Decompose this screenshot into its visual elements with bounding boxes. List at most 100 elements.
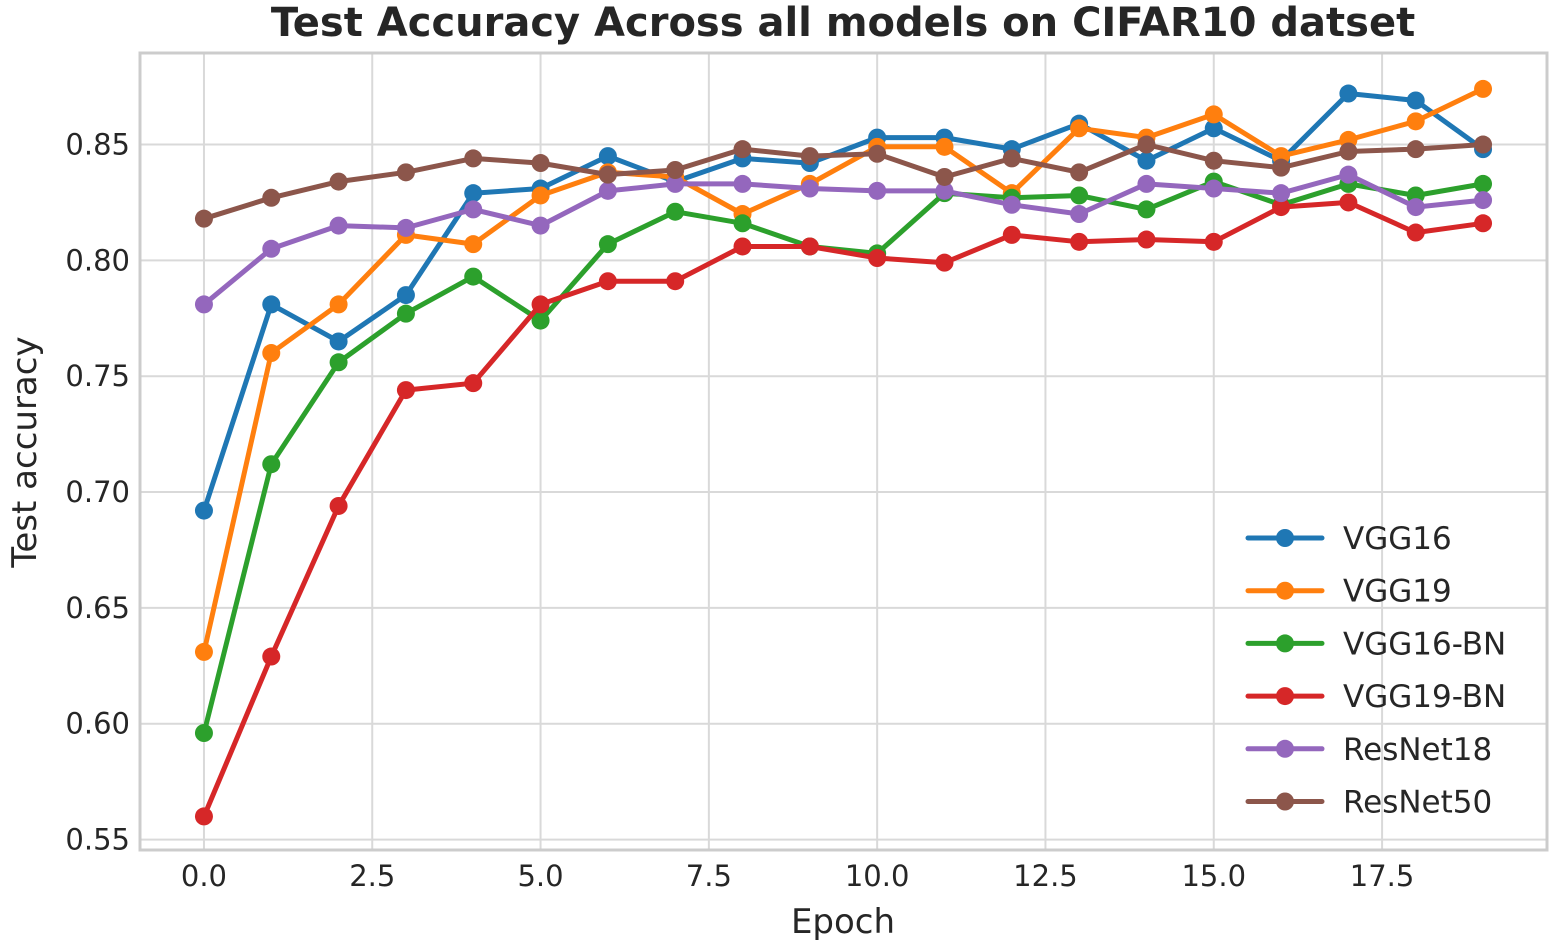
data-point-resnet18 — [329, 216, 348, 235]
data-point-resnet50 — [1272, 158, 1291, 177]
data-point-resnet18 — [935, 181, 954, 200]
data-point-vgg16-bn — [1474, 174, 1493, 193]
series-line-vgg16 — [201, 91, 1486, 514]
data-point-vgg16 — [262, 295, 281, 314]
series-vgg16-bn — [194, 172, 1493, 742]
data-point-vgg16-bn — [194, 723, 213, 742]
data-point-resnet18 — [1272, 184, 1291, 203]
data-point-resnet18 — [262, 239, 281, 258]
x-tick-label: 0.0 — [181, 859, 227, 893]
series-lines — [194, 79, 1493, 826]
x-tick-label: 7.5 — [686, 859, 732, 893]
series-line-vgg19-bn — [201, 199, 1486, 819]
data-point-vgg16 — [396, 286, 415, 305]
data-point-resnet18 — [1002, 195, 1021, 214]
legend-label: ResNet50 — [1343, 785, 1492, 821]
data-point-vgg19-bn — [194, 807, 213, 826]
data-point-vgg16-bn — [1070, 186, 1089, 205]
y-tick-label: 0.65 — [65, 591, 130, 625]
data-point-resnet50 — [598, 165, 617, 184]
data-point-resnet18 — [1406, 198, 1425, 217]
data-point-vgg16 — [598, 147, 617, 166]
data-point-vgg19 — [262, 344, 281, 363]
data-point-resnet18 — [733, 174, 752, 193]
legend-label: ResNet18 — [1343, 732, 1492, 768]
data-point-resnet18 — [531, 216, 550, 235]
legend-item-resnet18: ResNet18 — [1245, 732, 1492, 768]
data-point-vgg19-bn — [329, 496, 348, 515]
data-point-resnet50 — [666, 161, 685, 180]
data-point-vgg19-bn — [1137, 230, 1156, 249]
x-tick-label: 12.5 — [1013, 859, 1078, 893]
data-point-resnet50 — [733, 140, 752, 159]
series-vgg19 — [194, 79, 1493, 661]
legend-label: VGG19-BN — [1343, 679, 1506, 715]
data-point-resnet50 — [1204, 151, 1223, 170]
data-point-vgg16 — [329, 332, 348, 351]
y-tick-label: 0.85 — [65, 128, 130, 162]
series-line-resnet18 — [201, 172, 1486, 307]
legend-item-vgg16-bn: VGG16-BN — [1245, 626, 1506, 662]
legend-swatch-marker — [1276, 529, 1294, 547]
grid — [140, 53, 1547, 850]
data-point-resnet18 — [800, 179, 819, 198]
data-point-resnet50 — [1002, 149, 1021, 168]
data-point-vgg16-bn — [329, 353, 348, 372]
data-point-vgg19 — [1070, 119, 1089, 138]
chart-title: Test Accuracy Across all models on CIFAR… — [271, 0, 1415, 46]
y-tick-label: 0.80 — [65, 243, 130, 277]
legend-item-vgg16: VGG16 — [1245, 521, 1452, 557]
data-point-resnet50 — [935, 167, 954, 186]
x-tick-label: 15.0 — [1181, 859, 1246, 893]
series-resnet50 — [194, 135, 1493, 228]
data-point-resnet50 — [1070, 163, 1089, 182]
data-point-vgg16-bn — [262, 455, 281, 474]
data-point-vgg19-bn — [935, 253, 954, 272]
data-point-resnet18 — [396, 218, 415, 237]
data-point-vgg19-bn — [598, 272, 617, 291]
x-tick-label: 5.0 — [517, 859, 563, 893]
x-axis-ticks: 0.0 2.5 5.0 7.5 10.0 12.5 15.0 17.5 — [181, 859, 1414, 893]
data-point-resnet50 — [329, 172, 348, 191]
y-tick-label: 0.75 — [65, 359, 130, 393]
legend-item-resnet50: ResNet50 — [1245, 785, 1492, 821]
data-point-vgg16 — [1339, 84, 1358, 103]
data-point-vgg16-bn — [733, 214, 752, 233]
data-point-resnet50 — [396, 163, 415, 182]
data-point-vgg19-bn — [396, 381, 415, 400]
y-tick-label: 0.70 — [65, 475, 130, 509]
legend-swatch-marker — [1276, 792, 1294, 811]
legend-label: VGG16 — [1343, 521, 1452, 557]
data-point-vgg19 — [1204, 105, 1223, 124]
data-point-vgg16-bn — [464, 267, 483, 286]
data-point-vgg19 — [329, 295, 348, 314]
data-point-vgg16 — [464, 184, 483, 203]
data-point-resnet18 — [666, 174, 685, 193]
y-axis-ticks: 0.55 0.60 0.65 0.70 0.75 0.80 0.85 — [65, 128, 130, 857]
data-point-vgg19-bn — [666, 272, 685, 291]
legend-swatch-marker — [1276, 687, 1294, 706]
data-point-resnet50 — [194, 209, 213, 228]
data-point-vgg16-bn — [396, 304, 415, 323]
data-point-vgg19-bn — [733, 237, 752, 256]
data-point-resnet50 — [531, 154, 550, 173]
data-point-resnet18 — [194, 295, 213, 314]
data-point-resnet18 — [1204, 179, 1223, 198]
data-point-vgg19-bn — [800, 237, 819, 256]
legend-swatch-marker — [1276, 739, 1294, 758]
data-point-vgg19-bn — [1204, 232, 1223, 251]
data-point-resnet50 — [868, 144, 887, 163]
series-vgg19-bn — [194, 193, 1493, 826]
data-point-resnet18 — [598, 181, 617, 200]
data-point-resnet50 — [1474, 135, 1493, 154]
data-point-vgg19-bn — [531, 295, 550, 314]
data-point-vgg19-bn — [464, 374, 483, 393]
data-point-resnet50 — [800, 147, 819, 166]
data-point-vgg19-bn — [1339, 193, 1358, 212]
y-tick-label: 0.55 — [65, 823, 130, 857]
data-point-vgg16-bn — [598, 235, 617, 254]
data-point-resnet18 — [1070, 205, 1089, 224]
data-point-vgg19-bn — [868, 249, 887, 268]
